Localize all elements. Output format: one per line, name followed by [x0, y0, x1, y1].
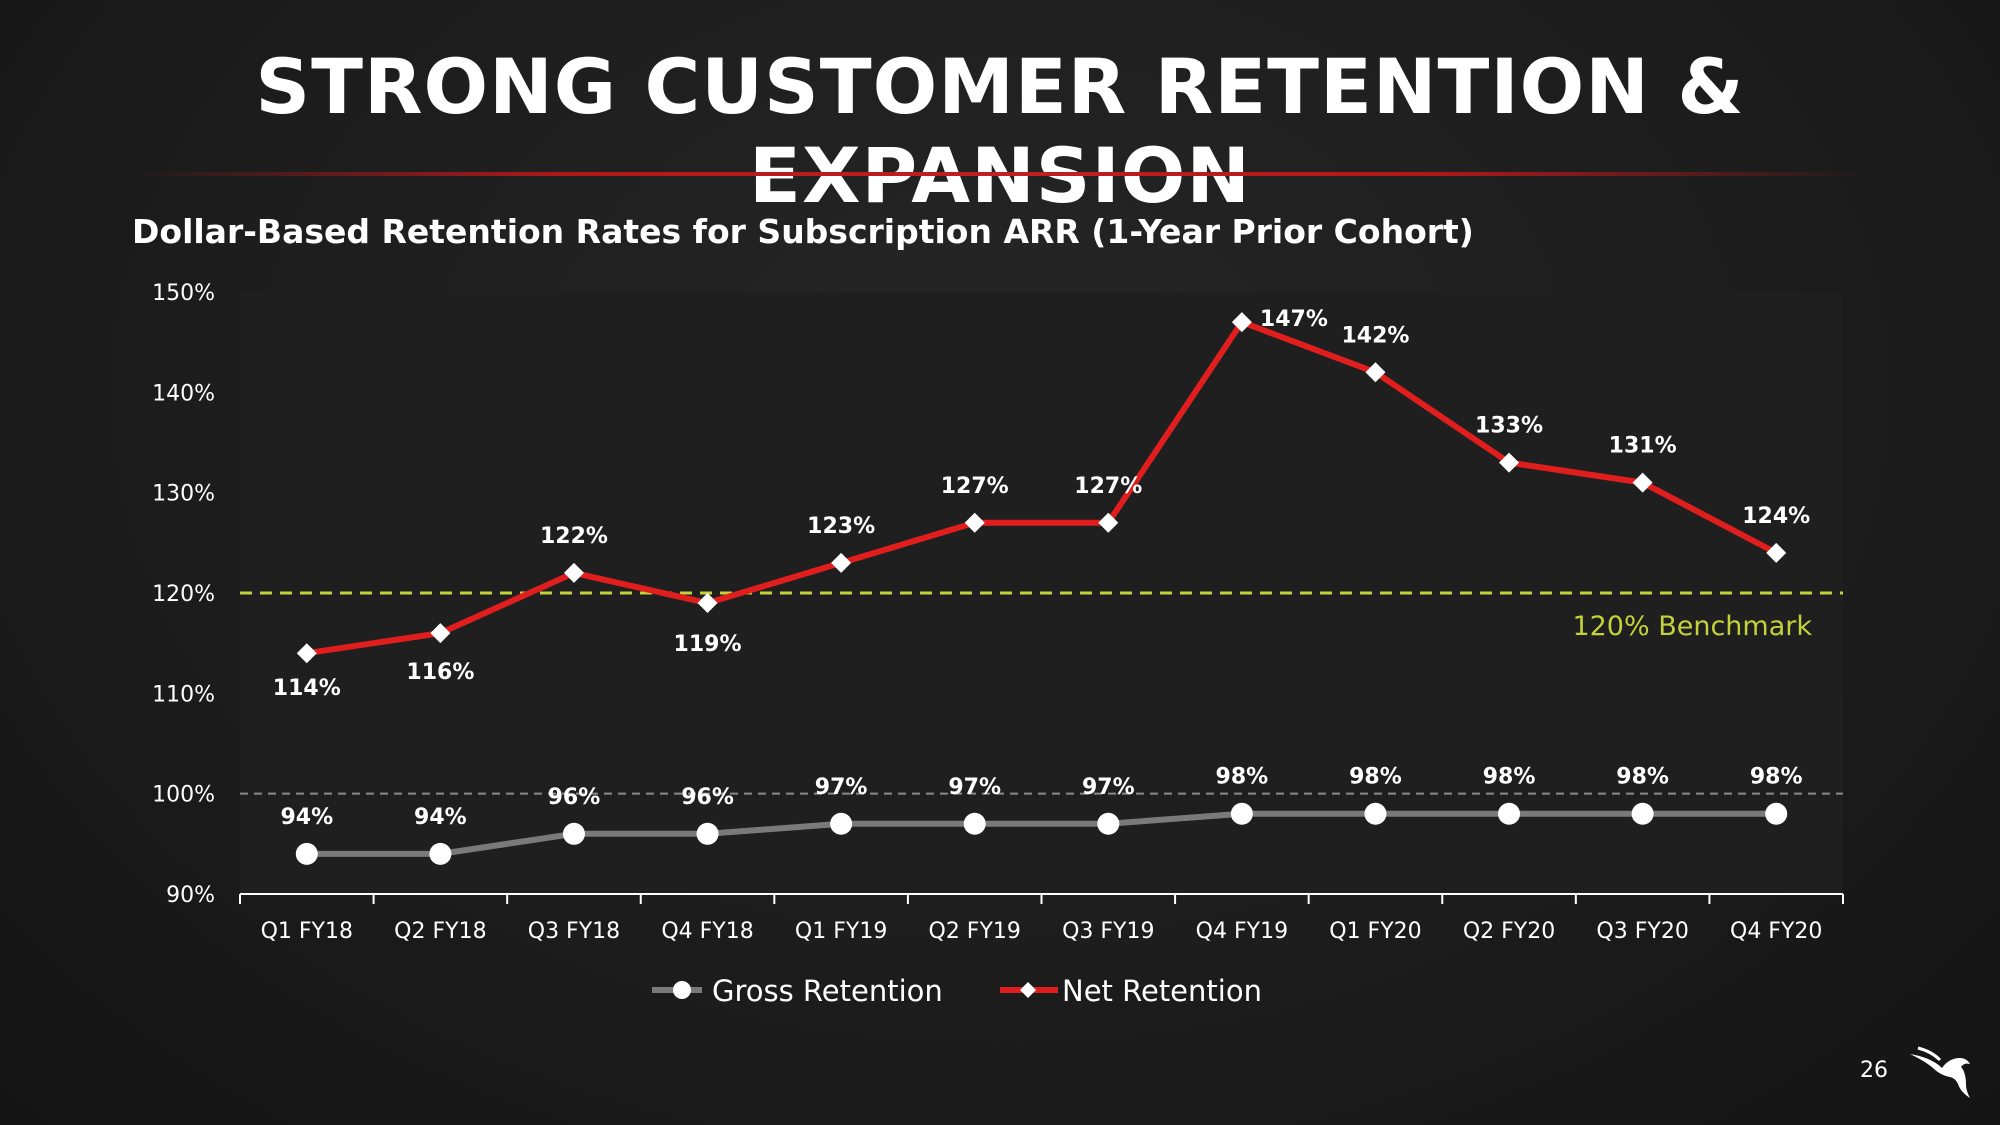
- x-tick-label: Q1 FY18: [261, 919, 353, 944]
- net-retention-label: 122%: [540, 524, 608, 549]
- net-retention-label: 116%: [406, 660, 474, 685]
- net-retention-label: 127%: [941, 474, 1009, 499]
- x-tick-label: Q2 FY19: [929, 919, 1021, 944]
- title-divider: [130, 172, 1870, 176]
- legend-net-label: Net Retention: [1062, 974, 1262, 1008]
- gross-retention-point: [562, 822, 585, 845]
- net-retention-point: [1365, 362, 1386, 383]
- gross-retention-label: 94%: [280, 805, 333, 830]
- gross-retention-point: [1364, 802, 1387, 825]
- net-retention-point: [964, 512, 985, 533]
- net-retention-point: [1766, 542, 1787, 563]
- x-tick-label: Q4 FY18: [661, 919, 753, 944]
- y-tick-label: 130%: [152, 482, 215, 507]
- page-number: 26: [1860, 1058, 1888, 1083]
- gross-retention-line: [306, 810, 1777, 857]
- benchmark-label: 120% Benchmark: [1572, 611, 1812, 642]
- net-retention-label: 114%: [273, 676, 341, 701]
- gross-retention-point: [1097, 812, 1120, 835]
- net-retention-point: [697, 593, 718, 614]
- gross-retention-label: 97%: [815, 775, 868, 800]
- net-retention-label: 147%: [1260, 307, 1328, 332]
- gross-retention-label: 96%: [548, 785, 601, 810]
- gross-retention-point: [1498, 802, 1521, 825]
- x-tick-label: Q1 FY19: [795, 919, 887, 944]
- net-retention-line: [306, 319, 1778, 657]
- x-tick-label: Q1 FY20: [1329, 919, 1421, 944]
- net-retention-label: 133%: [1475, 414, 1543, 439]
- gross-retention-label: 96%: [681, 785, 734, 810]
- net-retention-point: [296, 643, 317, 664]
- y-tick-label: 140%: [152, 381, 215, 406]
- x-tick-label: Q2 FY18: [394, 919, 486, 944]
- net-retention-point: [1098, 512, 1119, 533]
- x-tick-label: Q3 FY18: [528, 919, 620, 944]
- gross-retention-point: [1230, 802, 1253, 825]
- gross-retention-point: [696, 822, 719, 845]
- gross-retention-point: [830, 812, 853, 835]
- falcon-logo-icon: [1910, 1046, 1970, 1098]
- y-tick-label: 120%: [152, 582, 215, 607]
- net-retention-point: [831, 552, 852, 573]
- x-tick-label: Q4 FY19: [1196, 919, 1288, 944]
- y-tick-label: 100%: [152, 783, 215, 808]
- x-tick-label: Q3 FY19: [1062, 919, 1154, 944]
- gross-retention-label: 98%: [1616, 765, 1669, 790]
- net-retention-label: 131%: [1609, 434, 1677, 459]
- net-retention-point: [1632, 472, 1653, 493]
- gross-retention-label: 97%: [1082, 775, 1135, 800]
- net-retention-label: 127%: [1074, 474, 1142, 499]
- legend-gross-marker: [673, 981, 691, 999]
- y-tick-label: 90%: [166, 883, 215, 908]
- gross-retention-label: 98%: [1216, 765, 1269, 790]
- net-retention-point: [563, 562, 584, 583]
- gross-retention-label: 94%: [414, 805, 467, 830]
- net-retention-point: [1231, 312, 1252, 333]
- x-tick-label: Q3 FY20: [1596, 919, 1688, 944]
- net-retention-label: 123%: [807, 514, 875, 539]
- x-tick-label: Q4 FY20: [1730, 919, 1822, 944]
- gross-retention-point: [295, 842, 318, 865]
- gross-retention-label: 97%: [948, 775, 1001, 800]
- legend-net-marker: [1020, 982, 1036, 998]
- gross-retention-point: [1631, 802, 1654, 825]
- gross-retention-label: 98%: [1349, 765, 1402, 790]
- y-tick-label: 150%: [152, 281, 215, 306]
- net-retention-label: 119%: [674, 632, 742, 657]
- gross-retention-label: 98%: [1483, 765, 1536, 790]
- y-tick-label: 110%: [152, 682, 215, 707]
- gross-retention-point: [1765, 802, 1788, 825]
- net-retention-label: 142%: [1341, 323, 1409, 348]
- net-retention-label: 124%: [1742, 504, 1810, 529]
- gross-retention-label: 98%: [1750, 765, 1803, 790]
- net-retention-point: [1499, 452, 1520, 473]
- x-tick-label: Q2 FY20: [1463, 919, 1555, 944]
- legend-gross-label: Gross Retention: [712, 974, 943, 1008]
- gross-retention-point: [429, 842, 452, 865]
- gross-retention-point: [963, 812, 986, 835]
- chart-subtitle: Dollar-Based Retention Rates for Subscri…: [132, 212, 1474, 251]
- net-retention-point: [430, 623, 451, 644]
